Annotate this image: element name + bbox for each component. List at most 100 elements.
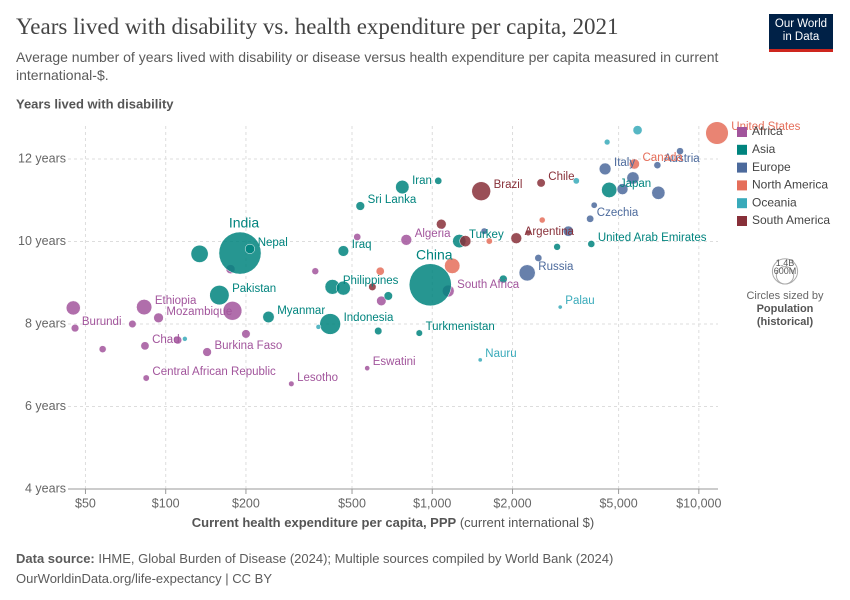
point-label: South Africa (457, 279, 520, 291)
size-legend-note: (historical) (757, 316, 814, 328)
data-point (415, 329, 423, 337)
data-point (337, 245, 349, 257)
data-point (315, 324, 322, 330)
point-label: Burundi (82, 316, 122, 328)
legend-swatch (737, 127, 747, 137)
legend-swatch (737, 144, 747, 155)
point-label: Ethiopia (155, 295, 197, 307)
data-point (587, 240, 596, 248)
point-label: Chad (152, 334, 180, 346)
data-point (499, 274, 508, 284)
data-point (368, 282, 377, 291)
point-label: Pakistan (232, 283, 276, 295)
data-point (628, 158, 640, 170)
point-label: Turkmenistan (426, 321, 495, 333)
point-label: Sri Lanka (368, 194, 417, 206)
x-tick-label: $50 (75, 496, 96, 510)
point-label: Burkina Faso (214, 340, 282, 352)
point-label: China (416, 246, 453, 262)
x-tick-label: $100 (152, 496, 180, 510)
logo-line: Our World (774, 18, 828, 30)
size-legend-label: 600M (774, 266, 797, 276)
data-point (153, 312, 164, 323)
x-tick-label: $500 (338, 496, 366, 510)
x-tick-label: $10,000 (676, 496, 721, 510)
point-label: Lesotho (297, 372, 338, 384)
size-legend-variable: Population (757, 303, 814, 315)
point-label: Japan (620, 178, 651, 190)
data-point (182, 336, 188, 342)
data-point (598, 162, 612, 176)
data-point (374, 327, 383, 336)
point-label: Nepal (258, 237, 288, 249)
data-point (510, 232, 522, 244)
legend-swatch (737, 180, 747, 191)
point-label: United States (731, 121, 800, 133)
y-axis-title: Years lived with disability (16, 96, 174, 111)
point-label: Argentina (525, 226, 575, 238)
legend-swatch (737, 198, 747, 209)
source: IHME, Global Burden of Disease (2024); M… (98, 551, 614, 566)
point-label: Palau (565, 295, 594, 307)
source-label: Data source: (16, 551, 95, 566)
point-label: Central African Republic (152, 366, 276, 378)
data-point (557, 304, 563, 310)
point-label: United Arab Emirates (598, 232, 707, 244)
data-point (616, 183, 629, 195)
data-point (202, 347, 212, 357)
point-label: Russia (538, 261, 574, 273)
data-point (311, 267, 319, 275)
x-tick-label: $200 (232, 496, 260, 510)
data-point (434, 177, 443, 185)
data-point (142, 374, 150, 382)
data-point (65, 300, 81, 316)
point-label: Turkey (469, 229, 504, 241)
legend-label: North America (752, 178, 828, 192)
point-label: Algeria (415, 228, 451, 240)
point-label: Indonesia (344, 312, 394, 324)
data-point (222, 301, 243, 321)
size-legend-label: 1.4B (776, 258, 795, 268)
data-point (288, 380, 295, 387)
point-label: Eswatini (373, 356, 416, 368)
legend-label: Africa (752, 124, 783, 138)
point-label: Iran (412, 175, 432, 187)
data-point (562, 225, 574, 237)
size-legend-circle (775, 266, 795, 285)
x-tick-label: $1,000 (413, 496, 451, 510)
data-point (536, 178, 546, 188)
y-tick-label: 8 years (25, 316, 66, 330)
point-label: Chile (548, 171, 574, 183)
data-point (319, 313, 341, 335)
data-point (140, 341, 150, 351)
y-tick-label: 10 years (18, 234, 66, 248)
data-point (590, 201, 598, 209)
data-point (136, 299, 153, 316)
data-point (209, 285, 230, 306)
data-point (601, 182, 618, 198)
data-point (676, 147, 684, 155)
x-axis-title: Current health expenditure per capita, P… (192, 515, 594, 530)
chart-title: Years lived with disability vs. health e… (16, 14, 619, 39)
data-point (98, 345, 107, 353)
y-tick-label: 6 years (25, 399, 66, 413)
point-label: Mozambique (166, 306, 232, 318)
data-point (538, 216, 546, 224)
point-label: Canada (643, 152, 684, 164)
point-label: Italy (614, 157, 635, 169)
data-point (534, 254, 543, 262)
data-point (400, 234, 412, 246)
data-point (444, 257, 461, 274)
logo[interactable]: Our World in Data (769, 14, 833, 52)
data-point (355, 201, 365, 211)
legend-label: Oceania (752, 195, 797, 209)
point-label: Nauru (485, 348, 516, 360)
size-legend-title: Circles sized by (746, 290, 824, 302)
data-point (653, 161, 662, 169)
point-label: Brazil (494, 179, 523, 191)
data-point (477, 357, 483, 363)
data-point (586, 214, 595, 223)
data-point (364, 365, 371, 371)
data-point (336, 280, 351, 296)
